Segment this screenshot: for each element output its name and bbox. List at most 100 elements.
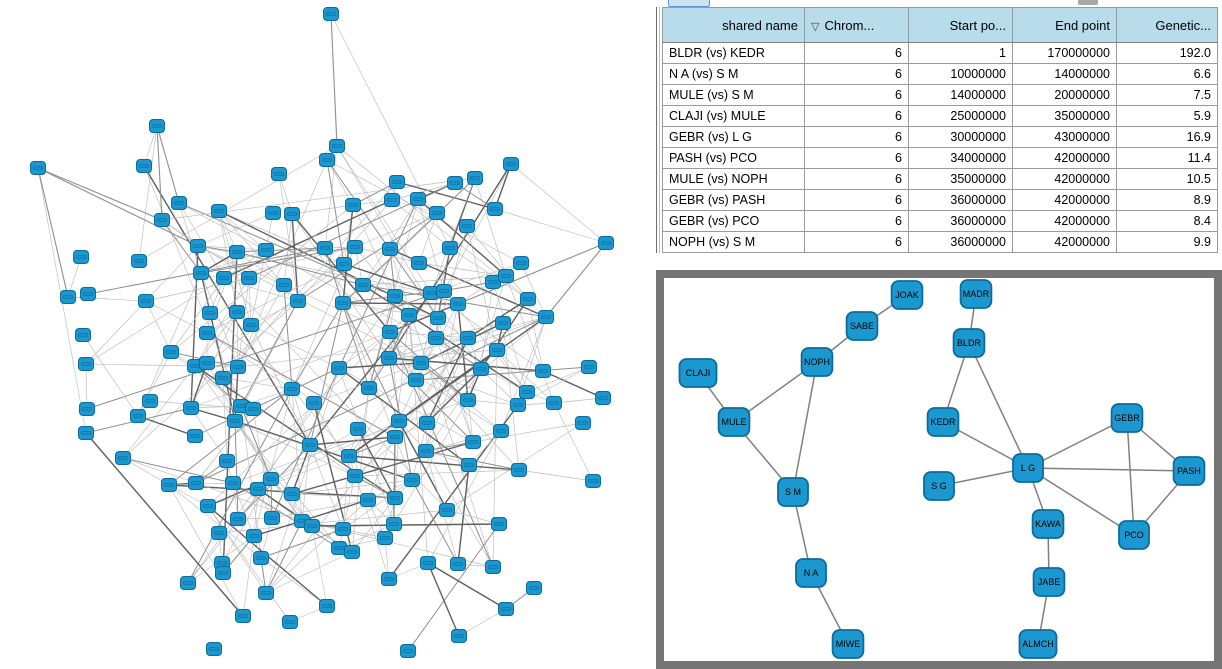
network-node[interactable] bbox=[335, 522, 351, 536]
network-node[interactable] bbox=[323, 7, 339, 21]
network-node[interactable] bbox=[411, 256, 427, 270]
network-node[interactable] bbox=[498, 269, 514, 283]
table-cell[interactable]: 5.9 bbox=[1116, 105, 1218, 127]
network-node[interactable] bbox=[233, 399, 249, 413]
table-row[interactable]: NOPH (vs) S M 6 36000000 42000000 9.9 bbox=[662, 231, 1218, 253]
network-node[interactable] bbox=[538, 310, 554, 324]
network-node[interactable] bbox=[171, 196, 187, 210]
table-cell[interactable]: 6 bbox=[804, 147, 909, 169]
column-header-0[interactable]: shared name bbox=[662, 7, 805, 43]
table-row[interactable]: MULE (vs) S M 6 14000000 20000000 7.5 bbox=[662, 84, 1218, 106]
table-cell[interactable]: 25000000 bbox=[908, 105, 1013, 127]
network-node[interactable] bbox=[519, 385, 535, 399]
network-node[interactable] bbox=[319, 599, 335, 613]
network-node[interactable] bbox=[355, 278, 371, 292]
network-node[interactable] bbox=[246, 529, 262, 543]
network-node[interactable] bbox=[428, 331, 444, 345]
network-node[interactable] bbox=[585, 474, 601, 488]
network-node[interactable] bbox=[75, 328, 91, 342]
network-node[interactable] bbox=[331, 361, 347, 375]
table-cell[interactable]: BLDR (vs) KEDR bbox=[662, 42, 805, 64]
network-node[interactable] bbox=[381, 351, 397, 365]
table-cell[interactable]: 6 bbox=[804, 42, 909, 64]
network-node-sabe[interactable]: SABE bbox=[845, 311, 879, 341]
network-node-kedr[interactable]: KEDR bbox=[926, 407, 960, 437]
table-cell[interactable]: 192.0 bbox=[1116, 42, 1218, 64]
network-node[interactable] bbox=[193, 266, 209, 280]
network-node[interactable] bbox=[304, 519, 320, 533]
table-cell[interactable]: 170000000 bbox=[1012, 42, 1117, 64]
network-node[interactable] bbox=[329, 139, 345, 153]
table-cell[interactable]: 6 bbox=[804, 210, 909, 232]
network-node-mule[interactable]: MULE bbox=[717, 407, 751, 437]
network-node-madr[interactable]: MADR bbox=[959, 279, 993, 309]
network-node[interactable] bbox=[581, 360, 597, 374]
network-node[interactable] bbox=[190, 239, 206, 253]
network-node[interactable] bbox=[80, 287, 96, 301]
network-node[interactable] bbox=[485, 275, 501, 289]
network-node[interactable] bbox=[130, 409, 146, 423]
network-node[interactable] bbox=[520, 292, 536, 306]
table-cell[interactable]: 14000000 bbox=[1012, 63, 1117, 85]
table-row[interactable]: CLAJI (vs) MULE 6 25000000 35000000 5.9 bbox=[662, 105, 1218, 127]
network-node[interactable] bbox=[225, 476, 241, 490]
network-node[interactable] bbox=[442, 241, 458, 255]
network-node[interactable] bbox=[290, 294, 306, 308]
network-node[interactable] bbox=[410, 192, 426, 206]
table-row[interactable]: BLDR (vs) KEDR 6 1 170000000 192.0 bbox=[662, 42, 1218, 64]
network-node[interactable] bbox=[344, 545, 360, 559]
table-cell[interactable]: 16.9 bbox=[1116, 126, 1218, 148]
network-node[interactable] bbox=[451, 629, 467, 643]
network-node[interactable] bbox=[180, 576, 196, 590]
table-cell[interactable]: N A (vs) S M bbox=[662, 63, 805, 85]
table-cell[interactable]: 11.4 bbox=[1116, 147, 1218, 169]
network-node[interactable] bbox=[467, 171, 483, 185]
table-cell[interactable]: 20000000 bbox=[1012, 84, 1117, 106]
network-node[interactable] bbox=[460, 331, 476, 345]
network-node[interactable] bbox=[387, 491, 403, 505]
network-node[interactable] bbox=[382, 325, 398, 339]
network-node[interactable] bbox=[284, 487, 300, 501]
network-node[interactable] bbox=[460, 393, 476, 407]
table-cell[interactable]: 6 bbox=[804, 105, 909, 127]
network-node[interactable] bbox=[389, 175, 405, 189]
network-node[interactable] bbox=[598, 236, 614, 250]
network-node[interactable] bbox=[30, 161, 46, 175]
network-node[interactable] bbox=[489, 343, 505, 357]
network-node[interactable] bbox=[495, 316, 511, 330]
network-node[interactable] bbox=[243, 318, 259, 332]
table-row[interactable]: N A (vs) S M 6 10000000 14000000 6.6 bbox=[662, 63, 1218, 85]
network-node[interactable] bbox=[138, 294, 154, 308]
network-node[interactable] bbox=[211, 204, 227, 218]
network-node[interactable] bbox=[347, 469, 363, 483]
network-node-pco[interactable]: PCO bbox=[1118, 520, 1150, 550]
network-node[interactable] bbox=[350, 422, 366, 436]
network-node[interactable] bbox=[459, 219, 475, 233]
network-node[interactable] bbox=[219, 454, 235, 468]
network-node[interactable] bbox=[302, 438, 318, 452]
network-node[interactable] bbox=[473, 362, 489, 376]
column-header-2[interactable]: Start po... bbox=[908, 7, 1013, 43]
table-cell[interactable]: 7.5 bbox=[1116, 84, 1218, 106]
table-row[interactable]: GEBR (vs) PASH 6 36000000 42000000 8.9 bbox=[662, 189, 1218, 211]
network-node[interactable] bbox=[387, 430, 403, 444]
network-node[interactable] bbox=[491, 517, 507, 531]
network-node[interactable] bbox=[408, 373, 424, 387]
table-row[interactable]: PASH (vs) PCO 6 34000000 42000000 11.4 bbox=[662, 147, 1218, 169]
network-node-joak[interactable]: JOAK bbox=[890, 280, 924, 310]
network-node[interactable] bbox=[510, 398, 526, 412]
network-node[interactable] bbox=[546, 396, 562, 410]
table-cell[interactable]: 36000000 bbox=[908, 189, 1013, 211]
table-cell[interactable]: 6 bbox=[804, 84, 909, 106]
network-node[interactable] bbox=[419, 416, 435, 430]
table-row[interactable]: MULE (vs) NOPH 6 35000000 42000000 10.5 bbox=[662, 168, 1218, 190]
network-node[interactable] bbox=[258, 586, 274, 600]
network-node[interactable] bbox=[115, 451, 131, 465]
table-cell[interactable]: PASH (vs) PCO bbox=[662, 147, 805, 169]
table-cell[interactable]: 35000000 bbox=[1012, 105, 1117, 127]
table-cell[interactable]: NOPH (vs) S M bbox=[662, 231, 805, 253]
table-cell[interactable]: GEBR (vs) L G bbox=[662, 126, 805, 148]
network-node[interactable] bbox=[227, 414, 243, 428]
network-node-s-g[interactable]: S G bbox=[923, 471, 955, 501]
network-node[interactable] bbox=[535, 364, 551, 378]
